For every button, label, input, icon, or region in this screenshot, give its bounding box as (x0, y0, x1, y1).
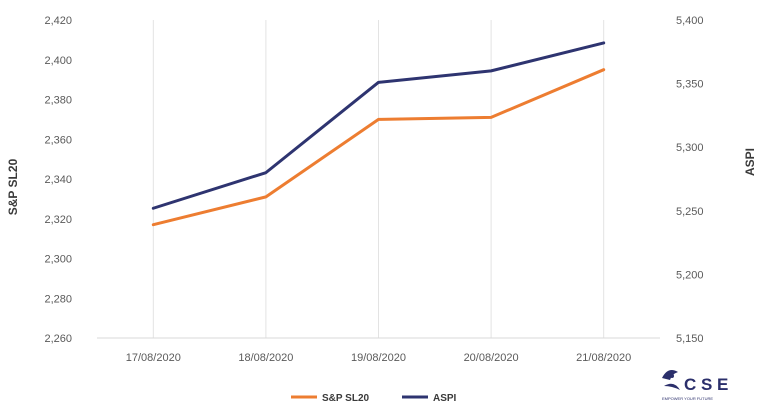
right-tick-label: 5,400 (676, 15, 704, 27)
legend: S&P SL20 ASPI (291, 393, 457, 404)
x-tick-label: 21/08/2020 (576, 352, 631, 364)
legend-label-sp-sl20: S&P SL20 (322, 393, 369, 404)
right-tick-label: 5,350 (676, 79, 704, 91)
gridlines (152, 20, 605, 338)
series-line-aspi (151, 41, 606, 210)
right-axis-title: ASPI (743, 148, 757, 176)
cse-logo: C S E EMPOWER YOUR FUTURE (662, 370, 728, 401)
legend-label-aspi: ASPI (433, 393, 457, 404)
right-axis-ticks: 5,150 5,200 5,250 5,300 5,350 5,400 (676, 15, 704, 345)
left-tick-label: 2,360 (44, 134, 72, 146)
left-axis-ticks: 2,260 2,280 2,300 2,320 2,340 2,360 2,380 2,400… (44, 15, 72, 345)
series (151, 41, 606, 227)
cse-logo-icon (662, 370, 680, 390)
left-axis-title: S&P SL20 (6, 158, 20, 215)
x-tick-label: 19/08/2020 (351, 352, 406, 364)
x-axis-ticks: 17/08/2020 18/08/2020 19/08/2020 20/08/2020… (126, 352, 631, 364)
left-tick-label: 2,320 (44, 214, 72, 226)
cse-logo-tagline: EMPOWER YOUR FUTURE (662, 396, 713, 401)
right-tick-label: 5,300 (676, 142, 704, 154)
x-tick-label: 18/08/2020 (238, 352, 293, 364)
left-tick-label: 2,400 (44, 55, 72, 67)
left-tick-label: 2,340 (44, 174, 72, 186)
right-tick-label: 5,150 (676, 333, 704, 345)
x-tick-label: 20/08/2020 (464, 352, 519, 364)
right-tick-label: 5,250 (676, 206, 704, 218)
left-tick-label: 2,260 (44, 333, 72, 345)
left-tick-label: 2,300 (44, 254, 72, 266)
series-line-s-p-sl20 (151, 68, 606, 227)
left-tick-label: 2,280 (44, 293, 72, 305)
cse-logo-text: C S E (684, 375, 728, 394)
x-tick-label: 17/08/2020 (126, 352, 181, 364)
left-tick-label: 2,420 (44, 15, 72, 27)
left-tick-label: 2,380 (44, 95, 72, 107)
right-tick-label: 5,200 (676, 269, 704, 281)
